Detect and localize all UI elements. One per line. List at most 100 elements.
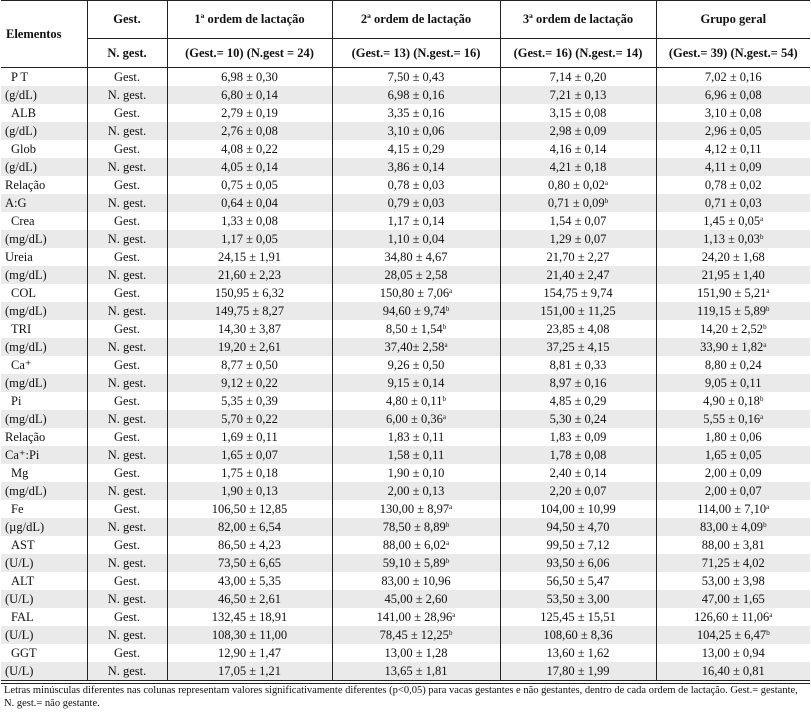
value-text: 1,83 ± 0,09 — [549, 430, 607, 444]
value-text: 21,40 ± 2,47 — [546, 268, 610, 282]
value-text: 104,25 ± 6,47 — [696, 628, 767, 642]
value-cell: 151,00 ± 11,25 — [500, 302, 657, 320]
header-col-4-sub: (Gest.= 39) (N.gest.= 54) — [668, 46, 798, 60]
significance-letter: a — [760, 413, 764, 421]
significance-letter: a — [766, 287, 770, 295]
value-text: 37,40± 2,58 — [384, 340, 445, 354]
value-cell: 12,90 ± 1,47 — [167, 644, 333, 662]
value-cell: 28,05 ± 2,58 — [332, 266, 501, 284]
value-cell: 21,70 ± 2,27 — [500, 248, 657, 266]
significance-letter: a — [442, 413, 446, 421]
header-elementos: Elementos — [1, 0, 88, 68]
table-row: (U/L) N. gest. 46,50 ± 2,61 45,00 ± 2,60 53,… — [1, 590, 810, 608]
element-label: ALT — [1, 572, 88, 590]
value-text: 9,05 ± 0,11 — [705, 376, 762, 390]
value-text: 1,65 ± 0,07 — [221, 448, 278, 462]
value-text: 2,20 ± 0,07 — [549, 484, 607, 498]
significance-letter: a — [769, 611, 773, 619]
value-cell: 21,60 ± 2,23 — [167, 266, 333, 284]
group-label: N. gest. — [87, 374, 168, 392]
value-cell: 1,83 ± 0,11 — [332, 428, 501, 446]
value-cell: 24,15 ± 1,91 — [167, 248, 333, 266]
header-col-3-sub: (Gest.= 16) (N.gest.= 14) — [500, 38, 657, 68]
value-cell: 3,10 ± 0,06 — [332, 122, 501, 140]
value-text: 4,15 ± 0,29 — [387, 142, 445, 156]
value-text: 94,60 ± 9,74 — [382, 304, 446, 318]
group-label: Gest. — [87, 392, 168, 410]
value-text: 6,00 ± 0,36 — [386, 412, 443, 426]
value-text: 9,12 ± 0,22 — [221, 376, 278, 390]
significance-letter: a — [763, 341, 767, 349]
significance-letter: b — [442, 323, 447, 331]
value-text: 1,10 ± 0,04 — [387, 232, 445, 246]
value-cell: 1,33 ± 0,08 — [167, 212, 333, 230]
value-text: 4,08 ± 0,22 — [221, 142, 278, 156]
value-text: 73,50 ± 6,65 — [217, 556, 282, 570]
table-row: ALT Gest. 43,00 ± 5,35 83,00 ± 10,96 56,50 ±… — [1, 572, 810, 590]
value-text: 46,50 ± 2,61 — [217, 592, 282, 606]
element-label: Ca⁺ — [1, 356, 88, 374]
value-cell: 0,64 ± 0,04 — [167, 194, 333, 212]
value-cell: 1,29 ± 0,07 — [500, 230, 657, 248]
results-table: Elementos Gest. 1ª ordem de lactação 2ª … — [1, 0, 810, 681]
value-text: 53,50 ± 3,00 — [546, 592, 610, 606]
element-label: AST — [1, 536, 88, 554]
value-text: 1,80 ± 0,06 — [704, 430, 762, 444]
value-cell: 8,81 ± 0,33 — [500, 356, 657, 374]
value-cell: 53,50 ± 3,00 — [500, 590, 657, 608]
value-cell: 0,71 ± 0,03 — [656, 194, 810, 212]
value-text: 7,21 ± 0,13 — [549, 88, 607, 102]
group-label: N. gest. — [87, 446, 168, 464]
value-cell: 4,80 ± 0,11b — [332, 392, 501, 410]
element-label: TRI — [1, 320, 88, 338]
table-row: (mg/dL) N. gest. 1,90 ± 0,13 2,00 ± 0,13 2,2… — [1, 482, 810, 500]
significance-letter: b — [448, 629, 453, 637]
element-label: (U/L) — [1, 626, 88, 644]
value-text: 14,20 ± 2,52 — [699, 322, 764, 336]
element-label: GGT — [1, 644, 88, 662]
value-cell: 3,10 ± 0,08 — [656, 104, 810, 122]
value-cell: 43,00 ± 5,35 — [167, 572, 333, 590]
value-text: 16,40 ± 0,81 — [701, 664, 765, 678]
group-label: N. gest. — [87, 626, 168, 644]
value-text: 9,15 ± 0,14 — [387, 376, 445, 390]
table-row: (mg/dL) N. gest. 19,20 ± 2,61 37,40± 2,58a 3… — [1, 338, 810, 356]
group-label: Gest. — [87, 284, 168, 302]
table-row: (U/L) N. gest. 73,50 ± 6,65 59,10 ± 5,89b 93… — [1, 554, 810, 572]
value-cell: 83,00 ± 10,96 — [332, 572, 501, 590]
element-label: (mg/dL) — [1, 482, 88, 500]
value-text: 4,16 ± 0,14 — [549, 142, 607, 156]
value-cell: 8,97 ± 0,16 — [500, 374, 657, 392]
value-text: 8,50 ± 1,54 — [385, 322, 443, 336]
value-cell: 132,45 ± 18,91 — [167, 608, 333, 626]
value-text: 4,11 ± 0,09 — [705, 160, 762, 174]
value-cell: 17,05 ± 1,21 — [167, 662, 333, 681]
table-row: (mg/dL) N. gest. 21,60 ± 2,23 28,05 ± 2,58 2… — [1, 266, 810, 284]
value-cell: 1,13 ± 0,03b — [656, 230, 810, 248]
value-text: 9,26 ± 0,50 — [387, 358, 445, 372]
value-text: 4,21 ± 0,18 — [549, 160, 607, 174]
value-text: 125,45 ± 15,51 — [540, 610, 616, 624]
table-row: (g/dL) N. gest. 6,80 ± 0,14 6,98 ± 0,16 7,21… — [1, 86, 810, 104]
table-row: A:G N. gest. 0,64 ± 0,04 0,79 ± 0,03 0,71 ± … — [1, 194, 810, 212]
value-text: 93,50 ± 6,06 — [546, 556, 610, 570]
value-cell: 33,90 ± 1,82a — [656, 338, 810, 356]
value-text: 4,90 ± 0,18 — [703, 394, 760, 408]
value-text: 8,81 ± 0,33 — [549, 358, 607, 372]
value-text: 6,80 ± 0,14 — [221, 88, 278, 102]
value-cell: 6,00 ± 0,36a — [332, 410, 501, 428]
value-text: 33,90 ± 1,82 — [700, 340, 764, 354]
significance-letter: b — [442, 395, 446, 403]
value-cell: 1,78 ± 0,08 — [500, 446, 657, 464]
significance-letter: b — [759, 395, 764, 403]
group-label: Gest. — [87, 464, 168, 482]
value-cell: 16,40 ± 0,81 — [656, 662, 810, 681]
value-cell: 0,80 ± 0,02a — [500, 176, 657, 194]
value-text: 0,75 ± 0,05 — [221, 178, 278, 192]
value-text: 7,50 ± 0,43 — [387, 70, 445, 84]
element-label: Fe — [1, 500, 88, 518]
value-cell: 104,00 ± 10,99 — [500, 500, 657, 518]
value-cell: 37,25 ± 4,15 — [500, 338, 657, 356]
value-text: 2,79 ± 0,19 — [221, 106, 278, 120]
element-label: Glob — [1, 140, 88, 158]
